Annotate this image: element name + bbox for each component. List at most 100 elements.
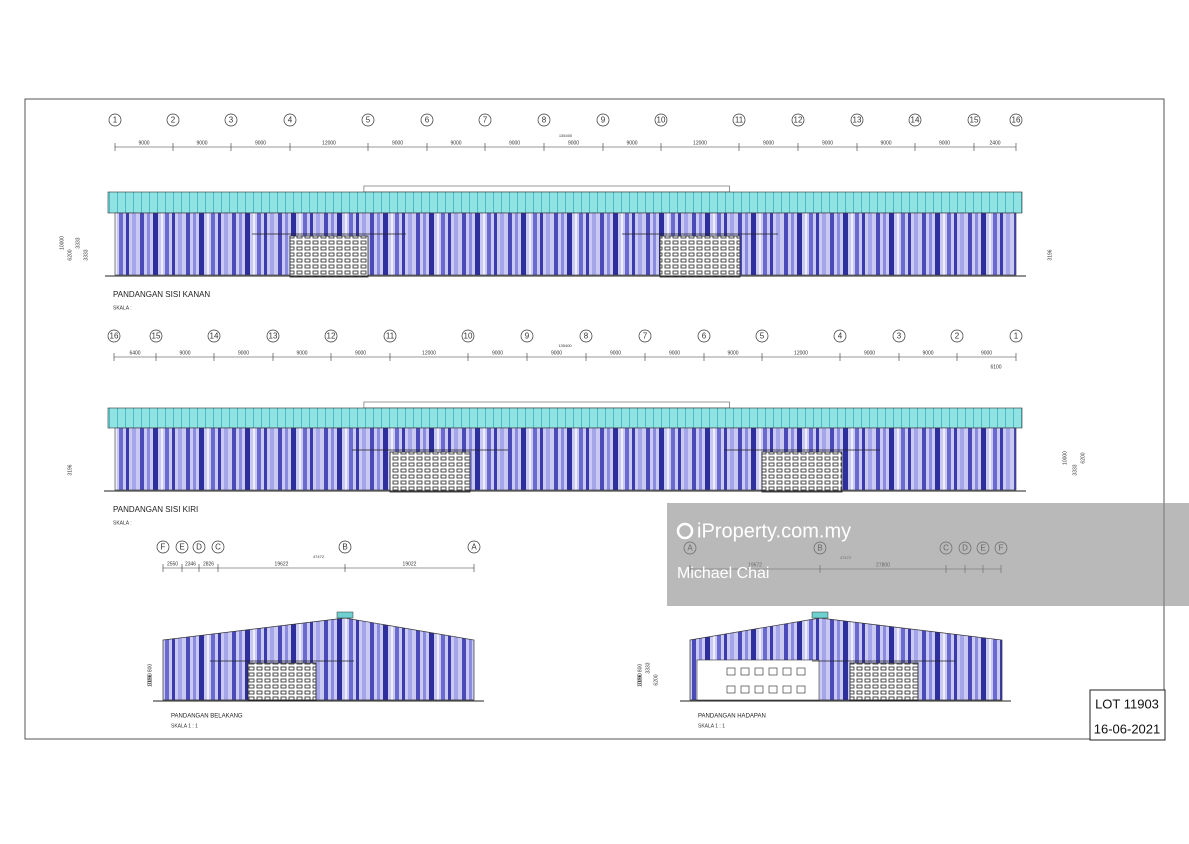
- grid-bubble: [537, 113, 551, 127]
- grid-bubble: [108, 113, 122, 127]
- dimension-total: 135400: [559, 133, 573, 138]
- dimension: 9000: [238, 350, 249, 356]
- dimension: 12000: [794, 350, 808, 356]
- view-title: PANDANGAN SISI KIRI: [113, 505, 198, 514]
- dimension: 9000: [610, 350, 621, 356]
- grid-label: 2: [955, 332, 960, 341]
- grid-bubble: [192, 540, 206, 554]
- ridge: [363, 401, 730, 409]
- grid-bubble: [420, 113, 434, 127]
- height-dimension: 3333: [645, 662, 651, 673]
- dimension: 9000: [196, 140, 207, 146]
- height-dimension: 10000: [59, 236, 65, 250]
- dimension: 2346: [185, 561, 196, 567]
- window: [726, 667, 736, 676]
- grid-bubble: [755, 329, 769, 343]
- grid-label: 12: [794, 116, 803, 125]
- dimension: 9000: [939, 140, 950, 146]
- height-dimension: 3333: [1072, 464, 1078, 475]
- grid-bubble: [207, 329, 221, 343]
- grid-bubble: [1009, 329, 1023, 343]
- height-dimension: 800: [637, 664, 643, 673]
- dimension: 6400: [129, 350, 140, 356]
- grid-label: 1: [113, 116, 118, 125]
- grid-bubble: [950, 329, 964, 343]
- dimension-total: 47472: [313, 554, 325, 559]
- watermark-agent: Michael Chai: [677, 565, 769, 582]
- dimension: 19622: [275, 561, 289, 567]
- grid-bubble: [149, 329, 163, 343]
- grid-bubble: [579, 329, 593, 343]
- grid-label: 13: [853, 116, 862, 125]
- grid-bubble: [908, 113, 922, 127]
- roof-fascia: [107, 407, 1023, 429]
- dimension: 12000: [693, 140, 707, 146]
- grid-label: 13: [269, 332, 278, 341]
- roller-door: [289, 235, 369, 278]
- grid-label: 6: [425, 116, 430, 125]
- grid-bubble: [596, 113, 610, 127]
- sheet-border: [24, 98, 1165, 740]
- vent: [336, 611, 354, 619]
- roller-door: [659, 235, 741, 278]
- grid-bubble: [361, 113, 375, 127]
- dimension: 9000: [922, 350, 933, 356]
- height-dimension: 800: [147, 664, 153, 673]
- grid-label: 3: [229, 116, 234, 125]
- height-dimension: 3333: [75, 237, 81, 248]
- grid-bubble: [967, 113, 981, 127]
- office-block: [696, 659, 820, 701]
- window: [768, 685, 778, 694]
- grid-label: 9: [601, 116, 606, 125]
- dimension: 2400: [989, 140, 1000, 146]
- dimension: 9000: [568, 140, 579, 146]
- window: [726, 685, 736, 694]
- dimension: 12000: [322, 140, 336, 146]
- dimension: 9000: [727, 350, 738, 356]
- dimension: 9000: [864, 350, 875, 356]
- dimension: 9000: [450, 140, 461, 146]
- view-scale: SKALA :: [113, 305, 132, 311]
- grid-label: 15: [970, 116, 979, 125]
- dimension: 9000: [551, 350, 562, 356]
- grid-label: 11: [735, 116, 744, 125]
- window: [796, 667, 806, 676]
- view-title: PANDANGAN BELAKANG: [171, 714, 243, 720]
- grid-label: D: [196, 543, 202, 552]
- window: [782, 667, 792, 676]
- dimension: 9000: [355, 350, 366, 356]
- grid-label: 10: [657, 116, 666, 125]
- grid-label: 4: [838, 332, 843, 341]
- window: [768, 667, 778, 676]
- height-dimension: 3333: [83, 249, 89, 260]
- grid-label: 5: [366, 116, 371, 125]
- roof-fascia: [107, 191, 1023, 214]
- dimension: 9000: [981, 350, 992, 356]
- stamp-box: [1089, 689, 1166, 741]
- stamp-lot: LOT 11903: [1095, 696, 1159, 711]
- roller-door: [247, 662, 317, 701]
- ridge: [363, 185, 730, 193]
- window: [796, 685, 806, 694]
- grid-bubble: [107, 329, 121, 343]
- grid-label: 15: [152, 332, 161, 341]
- grid-label: 5: [760, 332, 765, 341]
- grid-bubble: [732, 113, 746, 127]
- window: [754, 685, 764, 694]
- dimension: 9000: [822, 140, 833, 146]
- view-scale: SKALA 1 : 1: [171, 723, 198, 729]
- dimension-total: 135400: [558, 343, 572, 348]
- grid-bubble: [283, 113, 297, 127]
- grid-bubble: [383, 329, 397, 343]
- dimension: 2826: [203, 561, 214, 567]
- watermark-icon: [676, 522, 694, 540]
- grid-bubble: [520, 329, 534, 343]
- grid-label: 6: [702, 332, 707, 341]
- roller-door: [389, 451, 471, 493]
- grid-bubble: [338, 540, 352, 554]
- dimension: 9000: [255, 140, 266, 146]
- grid-bubble: [791, 113, 805, 127]
- roller-door: [761, 451, 843, 493]
